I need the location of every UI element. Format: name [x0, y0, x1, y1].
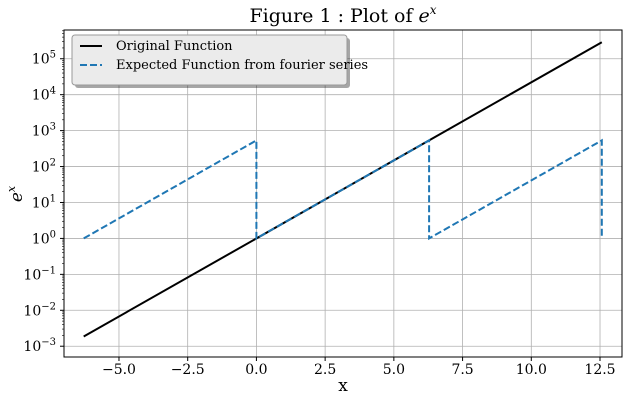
tick-layer: −5.0 −2.5 0.0 2.5 5.0 7.5 10.0 12.510−310−210−1…: [23, 30, 616, 378]
x-tick-label: 10.0: [516, 362, 547, 378]
y-tick-label-base: 10: [23, 339, 41, 355]
y-tick-label: 10−3: [23, 337, 56, 355]
plot-frame: [63, 29, 623, 358]
y-tick-label-exponent: 2: [50, 158, 56, 169]
legend-label-expected-function: Expected Function from fourier series: [116, 58, 368, 73]
series-layer: [83, 41, 603, 338]
y-tick-label-exponent: 5: [50, 50, 56, 61]
y-axis-label: ex: [5, 185, 27, 202]
y-tick-label: 103: [32, 122, 56, 140]
y-axis-label-base: e: [7, 192, 27, 202]
x-tick-label: 0.0: [245, 362, 267, 378]
y-axis-label-exp: x: [5, 185, 18, 192]
y-tick-label-base: 10: [32, 195, 50, 211]
y-tick-label-base: 10: [32, 231, 50, 247]
y-tick-label: 10−2: [23, 301, 56, 319]
y-tick-label-exponent: −3: [41, 337, 56, 348]
x-tick-label: −2.5: [171, 362, 205, 378]
y-tick-label-base: 10: [32, 124, 50, 140]
y-tick-label-base: 10: [32, 52, 50, 68]
chart-title-exp: x: [430, 3, 437, 17]
y-tick-label: 105: [32, 50, 56, 68]
y-tick-label-base: 10: [23, 267, 41, 283]
legend-box: [71, 34, 348, 86]
y-axis-label-group: ex: [5, 185, 27, 202]
legend-label-original-function: Original Function: [116, 39, 233, 54]
x-tick-label: −5.0: [102, 362, 136, 378]
y-tick-label: 10−1: [23, 265, 56, 283]
x-tick-label: 2.5: [314, 362, 336, 378]
x-tick-label: 7.5: [451, 362, 473, 378]
y-tick-label-base: 10: [32, 88, 50, 104]
x-tick-label: 12.5: [584, 362, 615, 378]
y-tick-label-exponent: 0: [50, 229, 56, 240]
x-axis-label: x: [338, 376, 348, 396]
legend: Original Function Expected Function from…: [71, 34, 368, 88]
y-tick-label: 104: [32, 86, 56, 104]
series-expected-function: [83, 138, 603, 241]
y-tick-label: 102: [32, 158, 56, 176]
y-tick-label-base: 10: [32, 160, 50, 176]
chart-title-main: Figure 1 : Plot of: [249, 5, 418, 27]
chart-title-base: e: [419, 5, 430, 27]
y-tick-label-exponent: 4: [50, 86, 56, 97]
y-tick-label: 100: [32, 229, 56, 247]
chart-title: Figure 1 : Plot of ex: [249, 3, 436, 27]
x-tick-label: 5.0: [383, 362, 405, 378]
y-tick-label-base: 10: [23, 303, 41, 319]
y-tick-label-exponent: −1: [41, 265, 56, 276]
y-tick-label-exponent: −2: [41, 301, 56, 312]
y-tick-label: 101: [32, 193, 56, 211]
y-tick-label-exponent: 1: [50, 193, 56, 204]
y-tick-label-exponent: 3: [50, 122, 56, 133]
